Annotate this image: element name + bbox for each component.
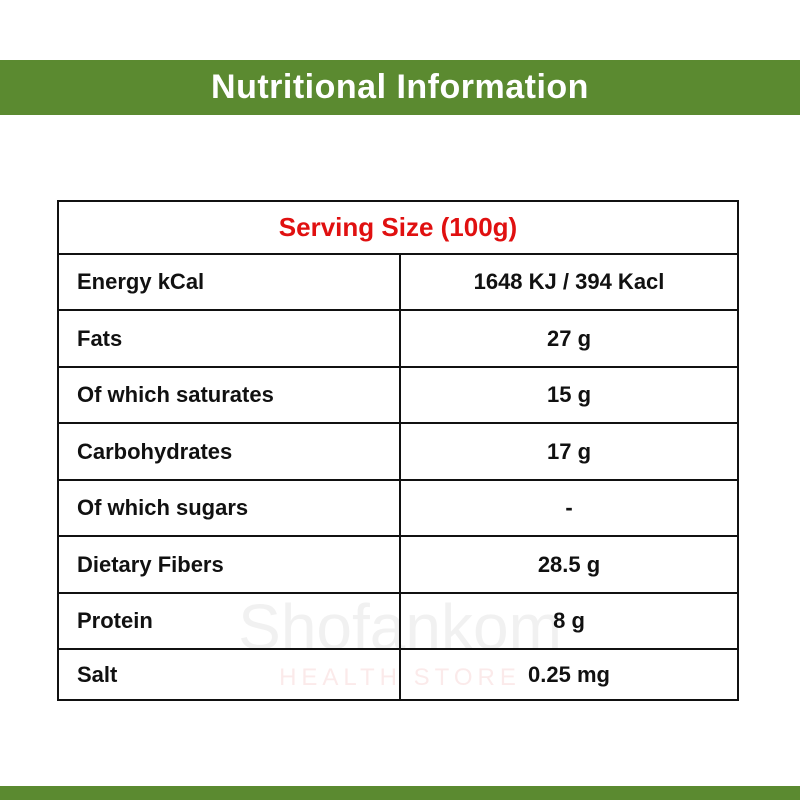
nutrient-value: 15 g (399, 366, 739, 424)
nutrient-name: Fats (57, 309, 401, 368)
nutrient-row: Of which sugars - (57, 479, 739, 537)
nutrient-value: 17 g (399, 422, 739, 481)
caption-row: Serving Size (100g) (57, 200, 739, 255)
serving-size: Serving Size (100g) (57, 200, 739, 255)
nutrient-row: Salt 0.25 mg (57, 648, 739, 701)
nutrient-value: 1648 KJ / 394 Kacl (399, 253, 739, 311)
nutrient-name: Energy kCal (57, 253, 401, 311)
nutrient-name: Of which saturates (57, 366, 401, 424)
nutrient-name: Of which sugars (57, 479, 401, 537)
title: Nutritional Information (211, 68, 589, 106)
nutrient-row: Of which saturates 15 g (57, 366, 739, 424)
nutrient-row: Energy kCal 1648 KJ / 394 Kacl (57, 253, 739, 311)
nutrient-value: 0.25 mg (399, 648, 739, 701)
nutrient-row: Dietary Fibers 28.5 g (57, 535, 739, 594)
nutrient-value: 27 g (399, 309, 739, 368)
footer-bar (0, 786, 800, 800)
nutrient-row: Protein 8 g (57, 592, 739, 650)
nutrient-value: 8 g (399, 592, 739, 650)
nutrient-row: Fats 27 g (57, 309, 739, 368)
nutrient-name: Protein (57, 592, 401, 650)
nutrient-value: 28.5 g (399, 535, 739, 594)
nutrient-value: - (399, 479, 739, 537)
nutrition-table: Serving Size (100g) Energy kCal 1648 KJ /… (57, 200, 739, 701)
nutrient-row: Carbohydrates 17 g (57, 422, 739, 481)
header-bar: Nutritional Information (0, 60, 800, 115)
nutrient-name: Salt (57, 648, 401, 701)
nutrient-name: Dietary Fibers (57, 535, 401, 594)
nutrient-name: Carbohydrates (57, 422, 401, 481)
